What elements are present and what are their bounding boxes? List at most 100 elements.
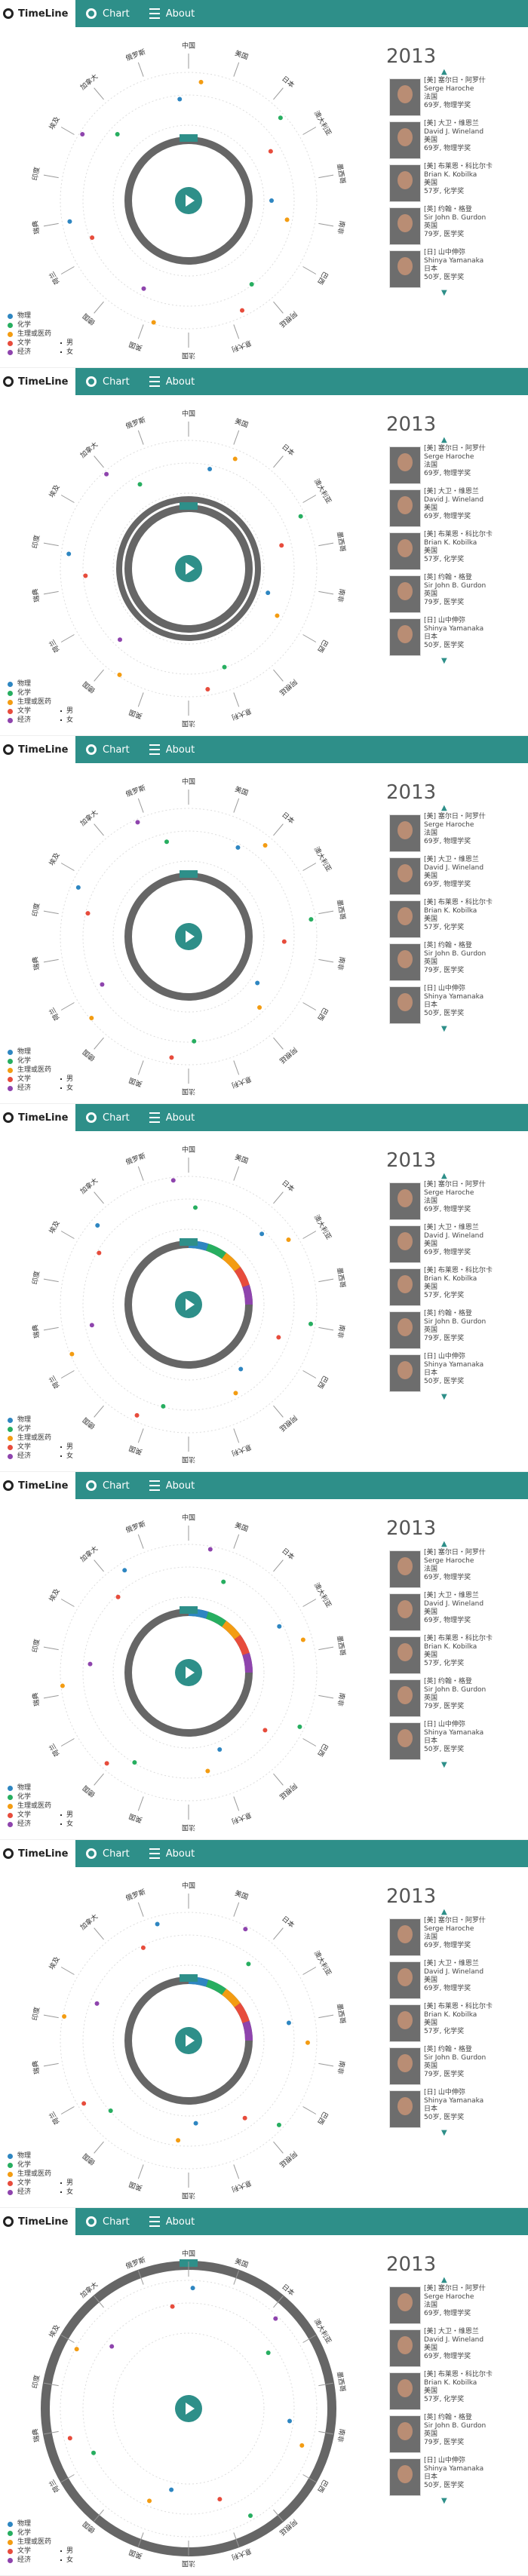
laureate-dot[interactable] [90, 235, 95, 241]
country-label[interactable]: 南非 [336, 1692, 347, 1707]
laureate-dot[interactable] [297, 1724, 302, 1729]
country-label[interactable]: 巴西 [315, 270, 330, 286]
country-label[interactable]: 中国 [182, 1881, 195, 1891]
laureate-card[interactable]: [日] 山中伸弥 Shinya Yamanaka 日本 50岁, 医学奖 [385, 615, 524, 658]
laureate-dot[interactable] [232, 456, 238, 462]
laureate-dot[interactable] [217, 2497, 223, 2502]
laureate-dot[interactable] [60, 1683, 65, 1688]
country-label[interactable]: 意大利 [231, 1075, 253, 1090]
laureate-dot[interactable] [169, 1055, 174, 1060]
laureate-dot[interactable] [97, 1250, 102, 1256]
laureate-dot[interactable] [170, 2304, 175, 2309]
laureate-dot[interactable] [62, 2013, 67, 2019]
year-marker[interactable] [180, 1606, 198, 1614]
laureate-dot[interactable] [221, 1579, 226, 1584]
laureate-dot[interactable] [287, 2418, 292, 2424]
country-label[interactable]: 南非 [336, 2060, 347, 2075]
laureate-dot[interactable] [176, 2138, 181, 2143]
laureate-dot[interactable] [198, 79, 204, 84]
laureate-dot[interactable] [66, 551, 72, 557]
laureate-dot[interactable] [164, 839, 169, 845]
country-label[interactable]: 瑞典 [30, 220, 41, 235]
scroll-up-icon[interactable]: ▲ [441, 1172, 447, 1180]
nav-about[interactable]: About [149, 8, 195, 20]
nav-chart[interactable]: Chart [86, 376, 130, 388]
laureate-card[interactable]: [美] 布莱恩・科比尔卡 Brian K. Kobilka 美国 57岁, 化学… [385, 1633, 524, 1676]
country-label[interactable]: 法国 [182, 1455, 195, 1464]
laureate-dot[interactable] [262, 1728, 268, 1733]
year-marker[interactable] [180, 134, 198, 142]
scroll-up-icon[interactable]: ▲ [441, 1908, 447, 1916]
country-label[interactable]: 荷兰 [47, 2110, 61, 2127]
country-label[interactable]: 日本 [280, 442, 296, 458]
year-marker[interactable] [180, 1974, 198, 1982]
laureate-dot[interactable] [135, 820, 140, 825]
scroll-up-icon[interactable]: ▲ [441, 68, 447, 76]
laureate-dot[interactable] [308, 1321, 313, 1326]
laureate-dot[interactable] [89, 1323, 94, 1328]
laureate-dot[interactable] [117, 672, 122, 677]
laureate-card[interactable]: [英] 约翰・格登 Sir John B. Gurdon 英国 79岁, 医学奖 [385, 1308, 524, 1351]
brand[interactable]: TimeLine [3, 1847, 69, 1860]
laureate-dot[interactable] [205, 687, 210, 692]
laureate-dot[interactable] [278, 115, 283, 121]
laureate-card[interactable]: [美] 塞尔日・阿罗什 Serge Haroche 法国 69岁, 物理学奖 [385, 1915, 524, 1958]
country-label[interactable]: 英国 [127, 1811, 143, 1824]
country-label[interactable]: 阿根廷 [278, 1413, 299, 1434]
laureate-card[interactable]: [日] 山中伸弥 Shinya Yamanaka 日本 50岁, 医学奖 [385, 2455, 524, 2498]
country-label[interactable]: 德国 [81, 1415, 97, 1431]
country-label[interactable]: 南非 [336, 2428, 347, 2443]
country-label[interactable]: 墨西哥 [335, 531, 347, 553]
country-label[interactable]: 墨西哥 [335, 2003, 347, 2025]
laureate-dot[interactable] [95, 1223, 100, 1228]
country-label[interactable]: 德国 [81, 679, 97, 695]
laureate-card[interactable]: [美] 布莱恩・科比尔卡 Brian K. Kobilka 美国 57岁, 化学… [385, 2369, 524, 2412]
laureate-dot[interactable] [266, 2351, 271, 2356]
country-label[interactable]: 印度 [30, 902, 41, 917]
country-label[interactable]: 荷兰 [47, 1374, 61, 1391]
laureate-dot[interactable] [137, 482, 143, 487]
laureate-dot[interactable] [140, 1945, 146, 1950]
laureate-card[interactable]: [美] 大卫・维恩兰 David J. Wineland 美国 69岁, 物理学… [385, 2326, 524, 2369]
laureate-dot[interactable] [266, 590, 271, 596]
country-label[interactable]: 加拿大 [78, 808, 100, 828]
play-button[interactable] [175, 1659, 202, 1686]
country-label[interactable]: 荷兰 [47, 638, 61, 655]
country-label[interactable]: 法国 [182, 1823, 195, 1832]
brand[interactable]: TimeLine [3, 7, 69, 20]
country-label[interactable]: 中国 [182, 2249, 195, 2259]
laureate-dot[interactable] [117, 637, 122, 642]
laureate-dot[interactable] [242, 2115, 247, 2121]
country-label[interactable]: 阿根廷 [278, 677, 299, 698]
laureate-card[interactable]: [英] 约翰・格登 Sir John B. Gurdon 英国 79岁, 医学奖 [385, 1676, 524, 1719]
country-label[interactable]: 南非 [336, 956, 347, 971]
nav-about[interactable]: About [149, 2216, 195, 2228]
laureate-card[interactable]: [美] 布莱恩・科比尔卡 Brian K. Kobilka 美国 57岁, 化学… [385, 529, 524, 572]
laureate-card[interactable]: [美] 大卫・维恩兰 David J. Wineland 美国 69岁, 物理学… [385, 1222, 524, 1265]
country-label[interactable]: 澳大利亚 [312, 845, 333, 873]
laureate-dot[interactable] [217, 1746, 223, 1752]
laureate-dot[interactable] [259, 1231, 265, 1237]
laureate-dot[interactable] [89, 1015, 94, 1020]
laureate-dot[interactable] [132, 1760, 137, 1765]
country-label[interactable]: 日本 [280, 74, 296, 90]
laureate-dot[interactable] [85, 911, 91, 916]
laureate-dot[interactable] [122, 1568, 127, 1573]
country-label[interactable]: 印度 [30, 534, 41, 549]
laureate-card[interactable]: [美] 大卫・维恩兰 David J. Wineland 美国 69岁, 物理学… [385, 1958, 524, 2001]
country-label[interactable]: 巴西 [315, 638, 330, 654]
country-label[interactable]: 荷兰 [47, 1006, 61, 1023]
laureate-card[interactable]: [日] 山中伸弥 Shinya Yamanaka 日本 50岁, 医学奖 [385, 2087, 524, 2130]
country-label[interactable]: 阿根廷 [278, 2149, 299, 2170]
brand[interactable]: TimeLine [3, 2215, 69, 2228]
laureate-dot[interactable] [276, 2122, 281, 2127]
country-label[interactable]: 中国 [182, 1145, 195, 1155]
scroll-down-icon[interactable]: ▼ [441, 2497, 447, 2505]
scroll-down-icon[interactable]: ▼ [441, 1393, 447, 1401]
laureate-dot[interactable] [104, 471, 109, 477]
scroll-up-icon[interactable]: ▲ [441, 804, 447, 812]
laureate-dot[interactable] [151, 320, 156, 325]
country-label[interactable]: 印度 [30, 1638, 41, 1653]
laureate-dot[interactable] [134, 1412, 140, 1418]
country-label[interactable]: 印度 [30, 1270, 41, 1285]
